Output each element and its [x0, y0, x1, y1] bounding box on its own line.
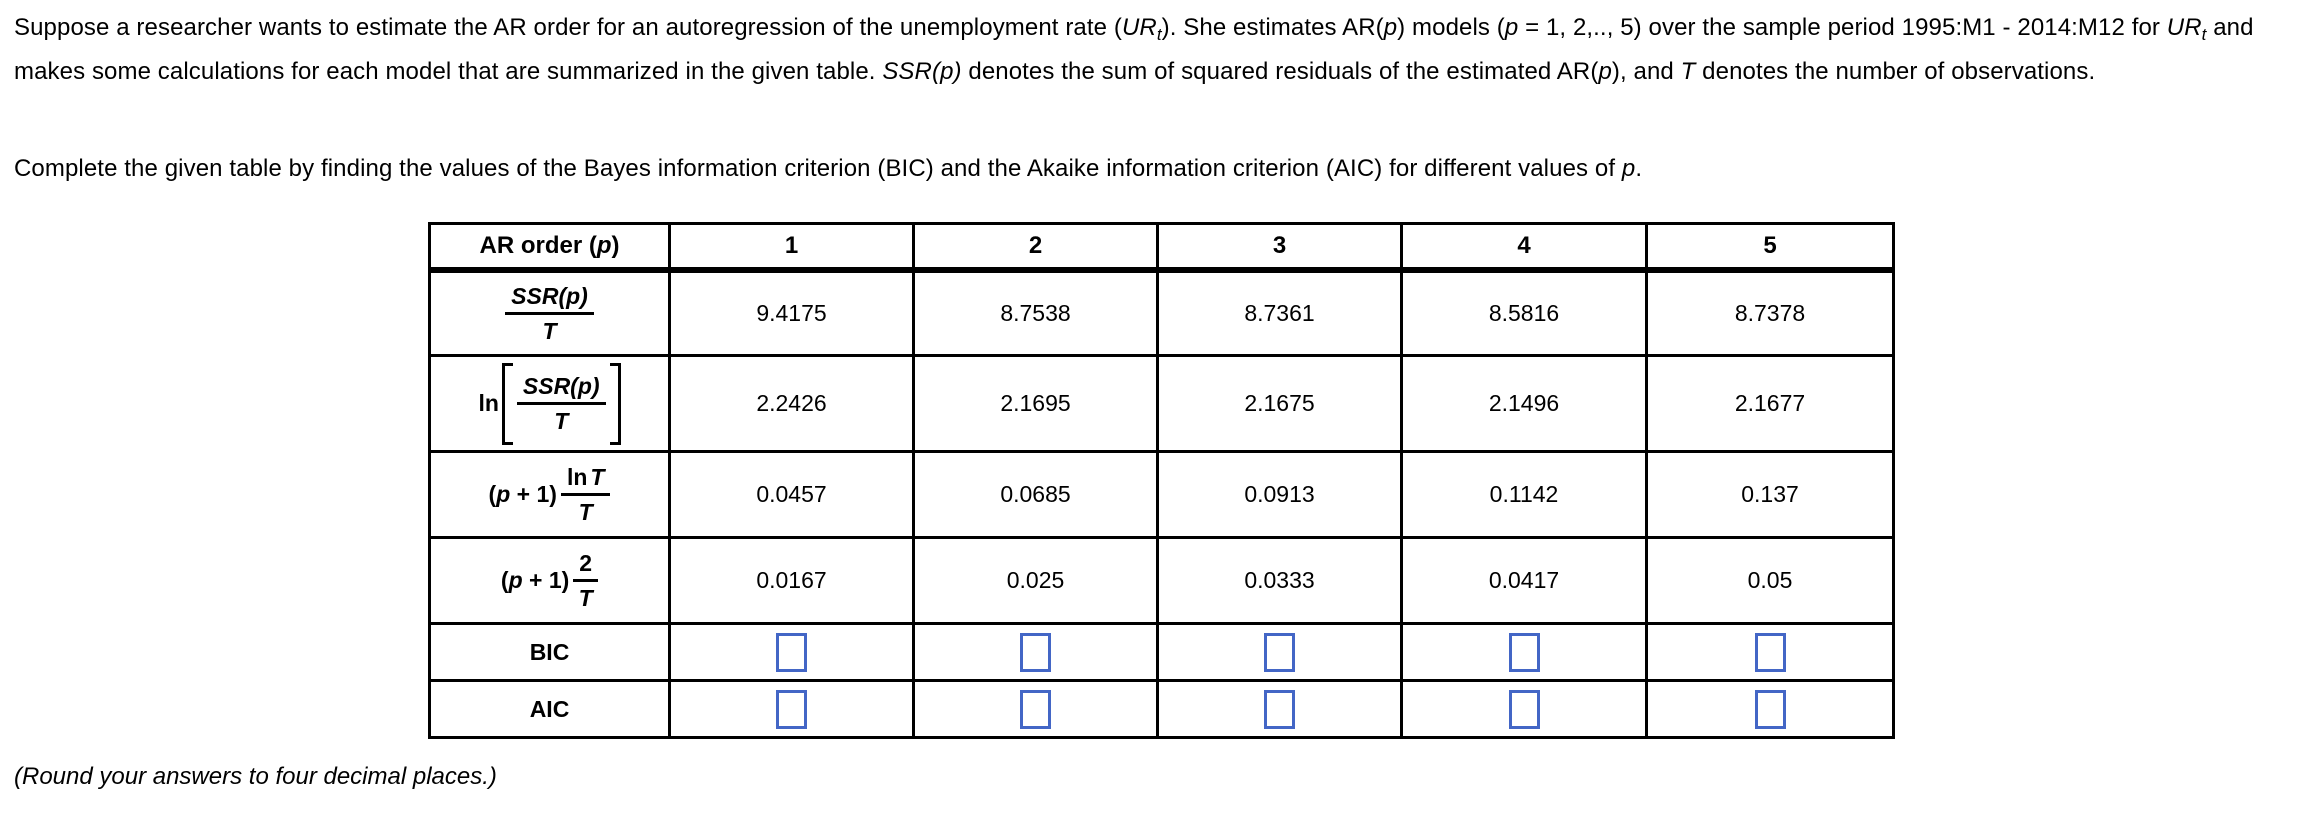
bic-answer-cell-1 [668, 622, 915, 682]
bic-answer-cell-2 [912, 622, 1159, 682]
bic-answer-input-3[interactable] [1264, 632, 1295, 672]
aic-answer-input-4[interactable] [1508, 689, 1540, 729]
bic-answer-input-1[interactable] [776, 632, 807, 672]
value-cell: 0.1142 [1400, 450, 1648, 539]
ur-variable: UR [2166, 14, 2202, 41]
aic-answer-cell-2 [912, 679, 1159, 739]
formula-p1-lnt-over-t: (p + 1) ln T T [428, 450, 671, 539]
value-cell: 0.05 [1645, 536, 1895, 625]
value-cell: 2.1675 [1156, 354, 1403, 453]
value-cell: 8.7361 [1156, 268, 1403, 357]
bic-answer-input-4[interactable] [1508, 632, 1540, 672]
aic-answer-input-2[interactable] [1020, 689, 1051, 729]
row-ssr-over-t: SSR(p) T 9.4175 8.7538 8.7361 8.5816 8.73… [428, 268, 1895, 357]
bic-answer-input-2[interactable] [1020, 632, 1051, 672]
value-cell: 8.5816 [1400, 268, 1648, 357]
aic-answer-input-5[interactable] [1754, 689, 1786, 729]
bic-label: BIC [428, 622, 671, 682]
formula-ssr-over-t: SSR(p) T [428, 268, 671, 357]
aic-answer-cell-4 [1400, 679, 1648, 739]
ar-order-table: AR order (p) 1 2 3 4 5 SSR(p) T 9.4175 8.… [428, 222, 1895, 739]
bic-answer-cell-4 [1400, 622, 1648, 682]
row-bic: BIC [428, 622, 1895, 682]
bic-answer-cell-3 [1156, 622, 1403, 682]
aic-answer-input-3[interactable] [1264, 689, 1295, 729]
formula-ln-ssr-over-t: ln SSR(p) T [428, 354, 671, 453]
value-cell: 0.0913 [1156, 450, 1403, 539]
value-cell: 0.0167 [668, 536, 915, 625]
value-cell: 0.137 [1645, 450, 1895, 539]
right-bracket [609, 362, 621, 445]
value-cell: 8.7538 [912, 268, 1159, 357]
task-instruction: Complete the given table by finding the … [14, 155, 1643, 182]
rounding-note: (Round your answers to four decimal plac… [14, 763, 497, 790]
value-cell: 0.0417 [1400, 536, 1648, 625]
header-col-2: 2 [912, 222, 1159, 273]
ur-subscript: t [2201, 25, 2207, 44]
value-cell: 8.7378 [1645, 268, 1895, 357]
header-ar-order: AR order (p) [428, 222, 671, 273]
ur-variable: UR [1121, 14, 1157, 41]
value-cell: 2.1496 [1400, 354, 1648, 453]
value-cell: 2.1695 [912, 354, 1159, 453]
value-cell: 9.4175 [668, 268, 915, 357]
row-ln-ssr-over-t: ln SSR(p) T 2.2426 2.1695 2.1675 2.1496 2… [428, 354, 1895, 453]
aic-answer-input-1[interactable] [776, 689, 807, 729]
table-header-row: AR order (p) 1 2 3 4 5 [428, 222, 1895, 273]
ur-subscript: t [1156, 25, 1162, 44]
header-col-3: 3 [1156, 222, 1403, 273]
bic-answer-cell-5 [1645, 622, 1895, 682]
left-bracket [501, 362, 513, 445]
value-cell: 0.0333 [1156, 536, 1403, 625]
statement-text: Suppose a researcher wants to estimate t… [14, 14, 1122, 41]
aic-answer-cell-1 [668, 679, 915, 739]
problem-statement: Suppose a researcher wants to estimate t… [14, 14, 2254, 85]
aic-answer-cell-5 [1645, 679, 1895, 739]
header-col-1: 1 [668, 222, 915, 273]
row-bic-penalty: (p + 1) ln T T 0.0457 0.0685 0.0913 0.1142… [428, 450, 1895, 539]
value-cell: 0.0457 [668, 450, 915, 539]
ln-symbol: ln [478, 390, 499, 416]
value-cell: 2.1677 [1645, 354, 1895, 453]
value-cell: 0.0685 [912, 450, 1159, 539]
header-col-4: 4 [1400, 222, 1648, 273]
ssr-term: SSR(p) [882, 57, 962, 85]
aic-label: AIC [428, 679, 671, 739]
t-term: T [1680, 57, 1696, 85]
row-aic: AIC [428, 679, 1895, 739]
value-cell: 0.025 [912, 536, 1159, 625]
bic-answer-input-5[interactable] [1754, 632, 1786, 672]
aic-answer-cell-3 [1156, 679, 1403, 739]
header-col-5: 5 [1645, 222, 1895, 273]
value-cell: 2.2426 [668, 354, 915, 453]
